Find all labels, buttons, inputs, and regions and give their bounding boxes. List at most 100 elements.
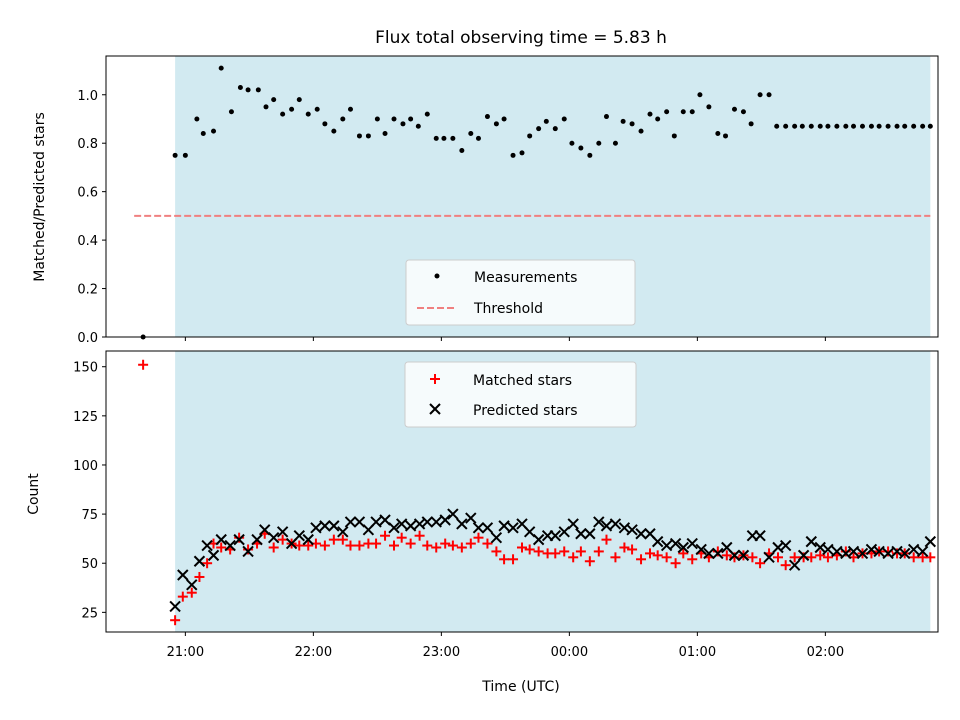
- matched-star-point: [508, 554, 519, 565]
- bottom-y-tick-label: 75: [81, 508, 98, 523]
- predicted-star-point: [293, 530, 305, 542]
- matched-star-point: [414, 530, 425, 541]
- predicted-star-point: [593, 516, 605, 528]
- predicted-star-point: [439, 514, 451, 526]
- measurement-point: [400, 121, 406, 127]
- measurement-point: [911, 123, 917, 129]
- matched-star-point: [687, 554, 698, 565]
- matched-star-point: [371, 538, 382, 549]
- bottom-legend: Matched stars Predicted stars: [404, 361, 637, 428]
- measurement-point: [876, 123, 882, 129]
- predicted-star-point: [695, 543, 707, 556]
- matched-star-point: [186, 587, 197, 598]
- measurement-point: [766, 92, 772, 98]
- measurement-point: [868, 123, 874, 129]
- bottom-y-tick-label: 150: [73, 361, 98, 376]
- predicted-star-point: [712, 547, 724, 560]
- legend-matched-marker: [430, 374, 440, 384]
- matched-star-point: [636, 554, 647, 565]
- measurement-point: [808, 123, 814, 129]
- measurement-point: [894, 123, 900, 129]
- matched-star-point: [721, 550, 732, 561]
- measurement-point: [920, 123, 926, 129]
- bottom-plot-frame: [105, 350, 939, 633]
- matched-star-point: [789, 552, 800, 563]
- measurement-point: [200, 131, 206, 137]
- bottom-x-ticks: 21:00 22:00 23:00 00:00 01:00 02:00: [167, 632, 844, 660]
- matched-star-point: [550, 548, 561, 559]
- predicted-star-point: [259, 524, 271, 536]
- bottom-axes: 25 50 75 100 125 150 21:00 22:00 23:00 00:00 01:0…: [26, 350, 939, 695]
- predicted-star-point: [507, 522, 519, 534]
- matched-star-point: [303, 540, 314, 551]
- measurement-point: [664, 109, 670, 115]
- predicted-star-point: [353, 516, 366, 528]
- predicted-star-point: [763, 551, 775, 564]
- predicted-star-point: [567, 518, 579, 530]
- top-legend: Measurements Threshold: [405, 259, 636, 326]
- measurement-point: [578, 145, 584, 151]
- matched-star-point: [328, 534, 339, 545]
- predicted-star-point: [754, 530, 766, 542]
- predicted-star-point: [626, 524, 638, 536]
- measurement-point: [629, 121, 635, 127]
- measurement-point: [527, 133, 533, 139]
- measurement-point: [927, 123, 933, 129]
- measurement-point: [510, 152, 516, 158]
- predicted-star-point: [728, 549, 741, 562]
- measurement-point: [519, 150, 525, 156]
- predicted-star-point: [677, 541, 689, 554]
- measurement-point: [415, 123, 421, 129]
- predicted-star-point: [737, 549, 750, 562]
- measurement-point: [587, 152, 593, 158]
- matched-star-point: [202, 558, 213, 569]
- matched-star-point: [822, 552, 833, 563]
- top-y-tick-label: 0.8: [77, 137, 98, 152]
- measurement-point: [731, 106, 737, 112]
- bottom-y-tick-label: 100: [73, 459, 98, 474]
- predicted-star-point: [207, 549, 220, 562]
- measurement-point: [314, 106, 320, 112]
- top-y-tick-label: 0.4: [77, 234, 98, 249]
- matched-star-point: [268, 542, 279, 553]
- matched-star-point: [806, 552, 817, 563]
- measurement-point: [493, 121, 499, 127]
- measurement-point: [851, 123, 857, 129]
- matched-star-point: [601, 534, 612, 545]
- measurement-point: [194, 116, 200, 122]
- measurement-point: [331, 128, 337, 134]
- predicted-star-point: [276, 526, 289, 538]
- predicted-star-point: [498, 520, 510, 532]
- measurement-point: [475, 135, 481, 141]
- measurement-point: [501, 116, 507, 122]
- matched-star-point: [277, 534, 288, 545]
- matched-star-point: [661, 552, 672, 563]
- predicted-star-point: [421, 516, 433, 528]
- measurement-point: [356, 133, 362, 139]
- measurement-point: [647, 111, 653, 117]
- matched-star-point: [533, 546, 544, 557]
- bottom-legend-box: [404, 361, 637, 428]
- matched-star-point: [627, 544, 638, 555]
- top-y-ticks: 0.0 0.2 0.4 0.6 0.8 1.0: [77, 89, 106, 346]
- predicted-star-point: [669, 537, 682, 550]
- measurement-point: [552, 126, 558, 132]
- predicted-star-point: [456, 518, 468, 530]
- predicted-star-point: [233, 533, 245, 546]
- measurement-point: [271, 97, 277, 103]
- predicted-star-point: [169, 600, 181, 613]
- measurement-point: [536, 126, 542, 132]
- predicted-star-point: [549, 530, 561, 542]
- measurement-point: [706, 104, 712, 110]
- matched-star-point: [473, 532, 484, 543]
- measurement-point: [655, 116, 661, 122]
- measurement-point: [603, 114, 609, 120]
- x-axis-label: Time (UTC): [481, 679, 559, 695]
- predicted-star-point: [337, 526, 349, 538]
- matched-star-point: [593, 546, 604, 557]
- predicted-star-point: [328, 520, 340, 532]
- matched-star-point: [422, 540, 433, 551]
- measurement-point: [561, 116, 567, 122]
- measurement-point: [263, 104, 269, 110]
